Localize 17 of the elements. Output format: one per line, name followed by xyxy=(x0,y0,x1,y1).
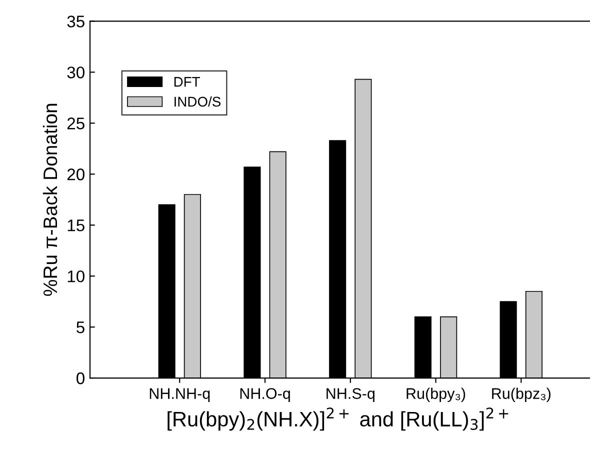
x-tick-label: Ru(bpz₃) xyxy=(492,388,550,402)
x-tick-label: NH.S-q xyxy=(326,388,374,402)
x-axis-title: [Ru(bpy)$_{2}$(NH.X)]$^{2+}$ and [Ru(LL)$_{3}$]$^{2+}$ xyxy=(168,408,508,431)
y-tick-label: 15 xyxy=(68,220,84,232)
y-tick-label: 20 xyxy=(67,168,84,180)
y-tick-label: 25 xyxy=(67,118,84,130)
y-tick-label: 5 xyxy=(76,322,84,334)
x-tick-label: NH.NH-q xyxy=(150,388,210,402)
y-tick-label: 10 xyxy=(68,270,84,282)
legend-label: DFT xyxy=(174,77,200,87)
x-tick-label: NH.O-q xyxy=(240,388,290,402)
y-tick-label: 30 xyxy=(67,66,84,78)
y-tick-label: 0 xyxy=(76,372,84,384)
y-tick-label: 35 xyxy=(67,16,84,28)
legend-label: INDO/S xyxy=(174,96,221,107)
y-axis-title: %Ru π-Back Donation xyxy=(42,104,58,296)
x-tick-label: Ru(bpy₃) xyxy=(406,388,466,402)
